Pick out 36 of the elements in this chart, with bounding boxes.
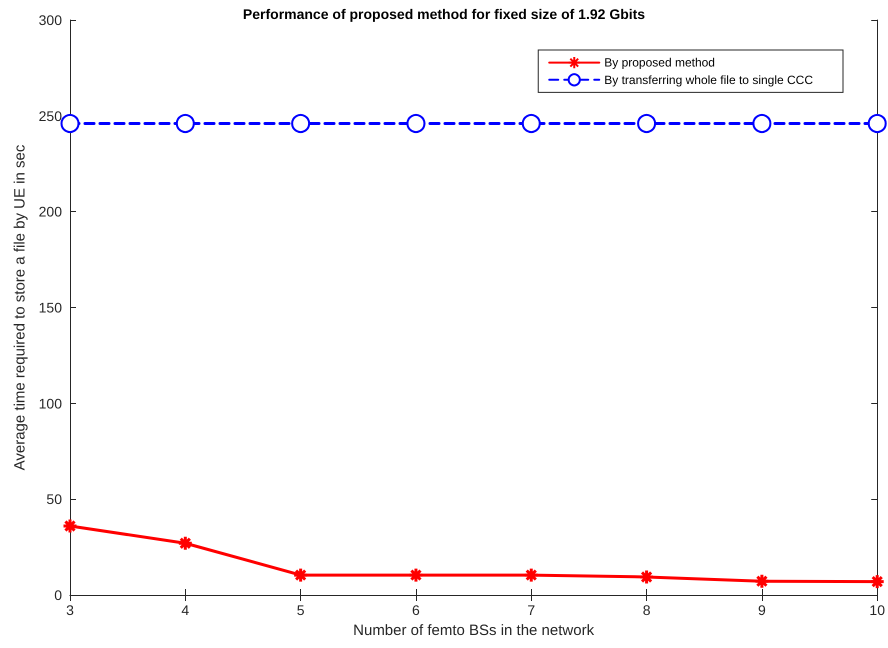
x-tick-label: 4 (181, 602, 190, 618)
y-tick-label: 150 (38, 300, 62, 316)
chart-title: Performance of proposed method for fixed size of 1.92 Gbits (242, 6, 646, 22)
y-tick-label: 100 (38, 395, 62, 412)
legend-label: By proposed method (604, 56, 715, 70)
y-tick-label: 0 (54, 587, 62, 603)
x-tick-label: 8 (642, 602, 651, 618)
point (292, 567, 309, 584)
point (60, 114, 80, 133)
x-tick-label: 5 (296, 602, 305, 618)
y-axis-title: Average time required to store a file by UE in sec (12, 144, 29, 470)
point (176, 114, 195, 133)
x-tick-label: 6 (412, 602, 420, 618)
point (638, 568, 655, 585)
x-tick-label: 7 (527, 602, 536, 618)
point (406, 114, 426, 133)
legend-label: By transferring whole file to single CCC (604, 72, 814, 87)
point (291, 114, 310, 133)
y-tick-label: 200 (38, 204, 62, 220)
y-tick-label: 50 (46, 491, 62, 508)
point (177, 535, 194, 552)
x-axis-title: Number of femto BSs in the network (353, 622, 595, 639)
point (754, 573, 770, 590)
x-tick-label: 9 (758, 602, 766, 618)
x-tick-label: 10 (869, 602, 886, 618)
point (869, 574, 886, 590)
point (522, 114, 541, 133)
point (868, 114, 887, 133)
point (637, 114, 656, 133)
point (752, 114, 772, 133)
point (408, 567, 424, 584)
x-tick-label: 3 (66, 602, 74, 618)
point (62, 518, 78, 534)
point (523, 567, 540, 584)
y-tick-label: 300 (38, 12, 62, 28)
y-tick-label: 250 (38, 108, 62, 124)
